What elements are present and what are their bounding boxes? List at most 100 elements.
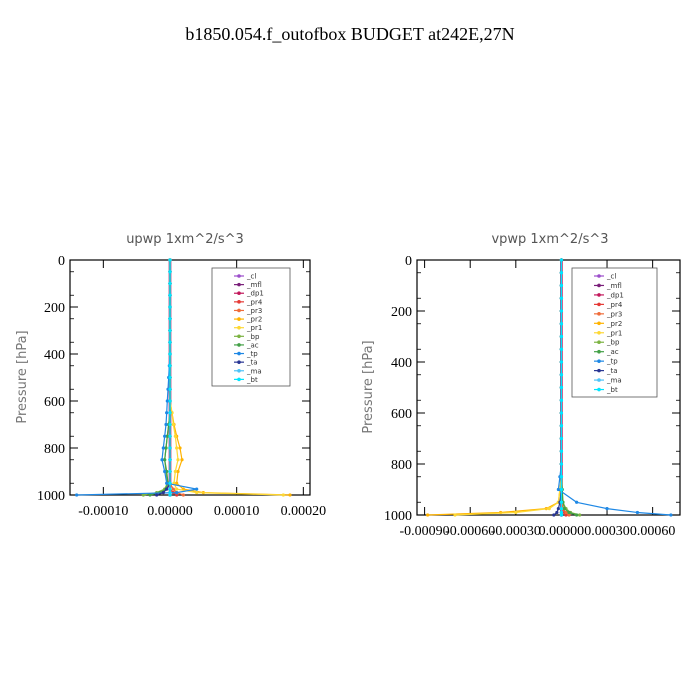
legend-marker	[597, 274, 601, 278]
x-tick-label: 0.00030	[584, 524, 630, 539]
series-point	[178, 446, 182, 450]
legend-marker	[237, 360, 241, 364]
plot-frame	[416, 259, 681, 516]
y-tick-label: 600	[44, 395, 65, 410]
y-axis-label: Pressure [hPa]	[361, 340, 376, 433]
legend-marker	[237, 377, 241, 382]
series-point	[168, 434, 172, 438]
legend-label: _bp	[606, 339, 620, 347]
series-point	[559, 385, 564, 390]
series-point	[168, 364, 172, 368]
y-tick-label: 0	[58, 254, 65, 269]
series-point	[155, 493, 159, 497]
series-point	[578, 513, 582, 517]
legend-marker	[237, 300, 241, 304]
legend-marker	[597, 387, 601, 392]
legend-label: _pr2	[246, 316, 262, 324]
series-point	[168, 281, 172, 286]
series-point	[164, 422, 168, 427]
y-tick-label: 800	[391, 458, 412, 473]
legend-marker	[597, 378, 601, 382]
legend-label: _bt	[606, 386, 618, 394]
x-tick-label: -0.00030	[491, 524, 541, 539]
x-tick-label: 0.00060	[630, 524, 676, 539]
legend-marker	[597, 283, 601, 288]
legend-label: _dp1	[246, 290, 264, 298]
series-point	[175, 491, 179, 495]
series-point	[163, 469, 167, 474]
series-point	[168, 469, 172, 474]
series-point	[559, 462, 564, 466]
series-point	[195, 491, 199, 495]
legend-label: _pr4	[246, 298, 263, 306]
series-point	[564, 510, 568, 515]
legend-label: _cl	[606, 273, 616, 281]
legend-label: _bp	[246, 333, 260, 341]
panel-vpwp: vpwp 1xm^2/s^3 Pressure [hPa] 0 200 400 600…	[361, 232, 681, 539]
series-point	[547, 507, 551, 511]
y-tick-label: 200	[44, 301, 65, 316]
figure-title: b1850.054.f_outofbox BUDGET at242E,27N	[185, 24, 514, 44]
series-point	[559, 258, 564, 262]
legend-marker	[237, 317, 241, 321]
series-point	[556, 487, 560, 492]
x-tick-label: -0.00060	[445, 524, 495, 539]
series-point	[175, 487, 179, 491]
y-tick-label: 400	[391, 356, 412, 371]
y-tick-label: 800	[44, 442, 65, 457]
legend-label: _pr1	[246, 324, 262, 332]
panel-upwp: upwp 1xm^2/s^3 Pressure [hPa] 0 200 400 600…	[15, 232, 326, 519]
series-point	[281, 493, 285, 497]
series-point	[168, 399, 172, 403]
series-point	[168, 458, 172, 462]
series-point	[168, 293, 172, 297]
series-point	[163, 434, 167, 438]
series-point	[141, 493, 145, 497]
legend-marker	[597, 321, 601, 326]
series-point	[168, 422, 172, 427]
y-tick-label: 1000	[37, 489, 65, 504]
series-point	[165, 434, 169, 438]
legend-label: _mfl	[606, 282, 622, 290]
legend-label: _cl	[246, 273, 256, 281]
legend-label: _tp	[606, 358, 618, 366]
series-point	[635, 510, 640, 515]
series-point	[559, 424, 564, 428]
legend-marker	[237, 308, 241, 313]
series-point	[161, 491, 165, 495]
series-point	[168, 387, 172, 391]
series-point	[288, 493, 292, 497]
series-point	[180, 458, 184, 462]
series-point	[453, 513, 457, 517]
series-point	[559, 360, 564, 364]
series-point	[559, 510, 564, 515]
series-point	[175, 446, 179, 450]
legend-label: _ta	[606, 367, 618, 375]
series-line	[454, 260, 563, 516]
series-point	[567, 513, 571, 517]
series-point	[575, 513, 579, 517]
series-point	[176, 469, 180, 474]
series-point	[559, 507, 564, 511]
series-point	[559, 513, 564, 517]
y-tick-label: 200	[391, 305, 412, 320]
series-point	[168, 481, 172, 485]
series-point	[176, 458, 180, 462]
series-point	[567, 510, 571, 515]
series-point	[555, 510, 559, 515]
panel-title: upwp 1xm^2/s^3	[126, 232, 244, 247]
legend-label: _pr3	[246, 307, 262, 315]
series-line	[427, 260, 563, 516]
series-point	[168, 375, 172, 380]
series-point	[669, 513, 673, 517]
series-point	[559, 373, 564, 377]
series-point	[514, 510, 518, 515]
series-point	[168, 446, 172, 450]
series-point	[165, 399, 169, 403]
legend-label: _tp	[246, 350, 258, 358]
legend-box	[211, 267, 291, 387]
series-point	[148, 493, 152, 497]
series-point	[559, 449, 564, 453]
series-point	[168, 411, 172, 415]
